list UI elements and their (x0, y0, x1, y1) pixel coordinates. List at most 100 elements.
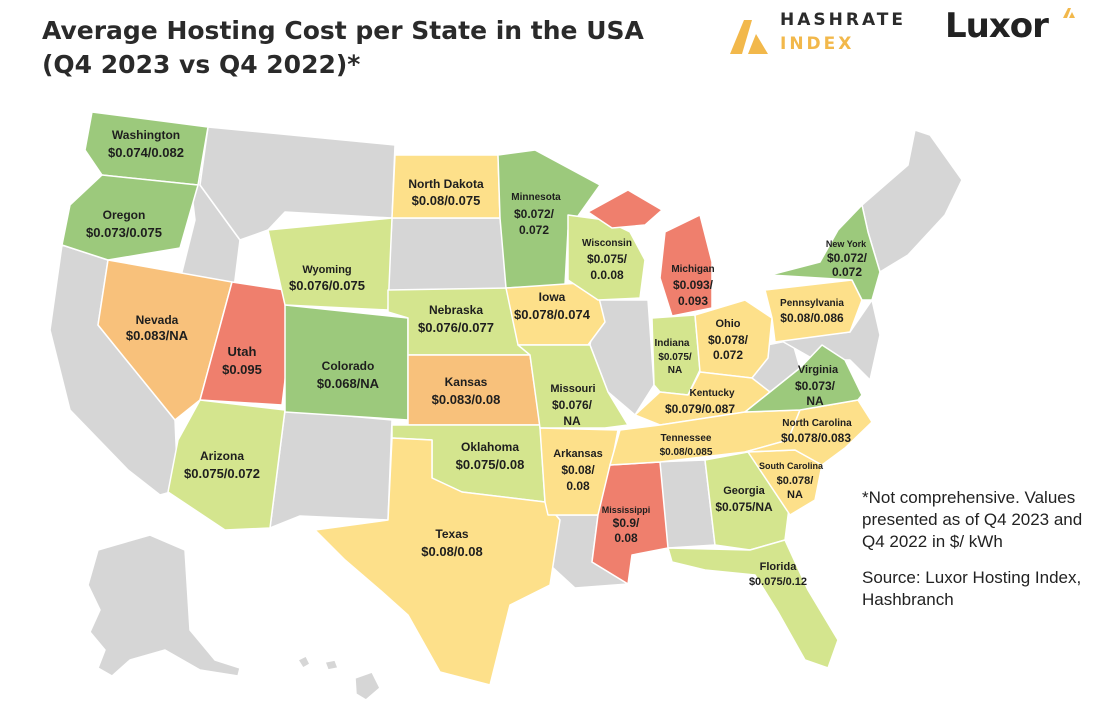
state-labels: Washington $0.074/0.082 Oregon $0.073/0.… (86, 128, 868, 588)
label-ohio-value-2: 0.072 (713, 348, 743, 362)
label-tennessee-value: $0.08/0.085 (660, 447, 713, 458)
state-mississippi[interactable] (591, 461, 669, 585)
label-wyoming-name: Wyoming (302, 264, 351, 276)
label-north-carolina-name: North Carolina (782, 418, 852, 429)
label-florida-value: $0.075/0.12 (749, 576, 807, 588)
state-alaska[interactable] (87, 534, 241, 677)
label-indiana-name: Indiana (654, 338, 689, 349)
label-virginia-value-1: $0.073/ (795, 379, 836, 393)
footnote-source: Source: Luxor Hosting Index, Hashbranch (862, 568, 1082, 609)
label-michigan-value-1: $0.093/ (673, 278, 714, 292)
title-line-1: Average Hosting Cost per State in the US… (42, 16, 644, 45)
state-missouri[interactable] (517, 344, 629, 429)
label-missouri-value-1: $0.076/ (552, 398, 593, 412)
label-missouri-name: Missouri (550, 383, 595, 395)
label-arizona-name: Arizona (200, 449, 244, 463)
luxor-logo-word: Luxor (945, 6, 1049, 46)
label-mississippi-value-1: $0.9/ (613, 516, 640, 530)
label-texas-name: Texas (435, 527, 468, 541)
label-mississippi-value-2: 0.08 (614, 531, 638, 545)
state-hawaii[interactable] (297, 655, 381, 701)
hashrate-index-logo: HASHRATE INDEX (722, 10, 922, 60)
label-minnesota-value-2: 0.072 (519, 223, 549, 237)
label-new-york-name: New York (826, 239, 867, 249)
state-new-england[interactable] (861, 129, 963, 273)
label-oregon-value: $0.073/0.075 (86, 225, 162, 240)
state-florida[interactable] (667, 539, 839, 669)
state-new-mexico[interactable] (269, 409, 393, 529)
state-north-carolina[interactable] (744, 399, 873, 466)
label-nevada-value: $0.083/NA (126, 328, 189, 343)
label-washington-name: Washington (112, 128, 180, 142)
label-tennessee-name: Tennessee (661, 433, 712, 444)
state-nevada[interactable] (97, 259, 233, 421)
label-arizona-value: $0.075/0.072 (184, 466, 260, 481)
label-kansas-name: Kansas (445, 375, 488, 389)
label-virginia-name: Virginia (798, 364, 839, 376)
label-arkansas-value-2: 0.08 (566, 479, 590, 493)
label-nebraska-name: Nebraska (429, 303, 483, 317)
luxor-logo: Luxor (945, 6, 1085, 52)
label-colorado-value: $0.068/NA (317, 376, 380, 391)
state-south-dakota[interactable] (387, 217, 509, 293)
label-oregon-name: Oregon (103, 208, 146, 222)
label-mississippi-name: Mississippi (602, 505, 651, 515)
label-wisconsin-value-2: 0.0.08 (590, 268, 624, 282)
label-florida-name: Florida (760, 561, 798, 573)
label-washington-value: $0.074/0.082 (108, 145, 184, 160)
label-new-york-value-2: 0.072 (832, 265, 862, 279)
label-nevada-name: Nevada (136, 313, 179, 327)
label-kentucky-value: $0.079/0.087 (665, 402, 735, 416)
label-kentucky-name: Kentucky (689, 388, 734, 399)
label-wisconsin-value-1: $0.075/ (587, 252, 628, 266)
label-indiana-value-1: $0.075/ (658, 352, 692, 363)
label-minnesota-name: Minnesota (511, 192, 561, 203)
state-minnesota[interactable] (497, 149, 601, 289)
label-south-carolina-value-2: NA (787, 489, 803, 501)
label-georgia-value: $0.075/NA (715, 500, 773, 514)
label-virginia-value-2: NA (806, 394, 824, 408)
label-wyoming-value: $0.076/0.075 (289, 278, 365, 293)
label-missouri-value-2: NA (563, 414, 581, 428)
luxor-mark-icon (1063, 8, 1075, 18)
label-colorado-name: Colorado (322, 359, 375, 373)
state-arizona[interactable] (167, 399, 286, 531)
state-michigan[interactable] (659, 214, 713, 317)
label-oklahoma-value: $0.075/0.08 (456, 457, 525, 472)
label-indiana-value-2: NA (668, 365, 682, 376)
hashrate-index-mark-icon (730, 20, 768, 54)
label-pennsylvania-name: Pennsylvania (780, 298, 844, 309)
label-wisconsin-name: Wisconsin (582, 238, 632, 249)
state-new-york[interactable] (769, 204, 881, 301)
label-utah-name: Utah (228, 344, 257, 359)
label-kansas-value: $0.083/0.08 (432, 392, 501, 407)
title-line-2: (Q4 2023 vs Q4 2022)* (42, 50, 361, 79)
label-south-carolina-value-1: $0.078/ (777, 475, 814, 487)
label-michigan-name: Michigan (671, 264, 714, 275)
state-texas[interactable] (314, 437, 561, 686)
label-arkansas-value-1: $0.08/ (561, 463, 595, 477)
state-michigan-upper[interactable] (587, 189, 663, 229)
hashrate-logo-line-1: HASHRATE (780, 10, 906, 30)
label-arkansas-name: Arkansas (553, 448, 603, 460)
map-title: Average Hosting Cost per State in the US… (42, 14, 702, 82)
hashrate-logo-line-2: INDEX (780, 34, 855, 54)
label-north-dakota-name: North Dakota (408, 177, 484, 191)
label-pennsylvania-value: $0.08/0.086 (780, 311, 844, 325)
label-minnesota-value-1: $0.072/ (514, 207, 555, 221)
label-new-york-value-1: $0.072/ (827, 251, 868, 265)
state-kansas[interactable] (407, 354, 541, 426)
label-ohio-name: Ohio (715, 318, 740, 330)
label-south-carolina-name: South Carolina (759, 461, 824, 471)
label-texas-value: $0.08/0.08 (421, 544, 482, 559)
state-virginia[interactable] (744, 344, 863, 413)
label-nebraska-value: $0.076/0.077 (418, 320, 494, 335)
footnote: *Not comprehensive. Values presented as … (862, 487, 1102, 611)
label-michigan-value-2: 0.093 (678, 294, 708, 308)
label-iowa-name: Iowa (539, 290, 566, 304)
label-north-carolina-value: $0.078/0.083 (781, 431, 851, 445)
label-georgia-name: Georgia (723, 485, 765, 497)
label-ohio-value-1: $0.078/ (708, 333, 749, 347)
label-iowa-value: $0.078/0.074 (514, 307, 591, 322)
